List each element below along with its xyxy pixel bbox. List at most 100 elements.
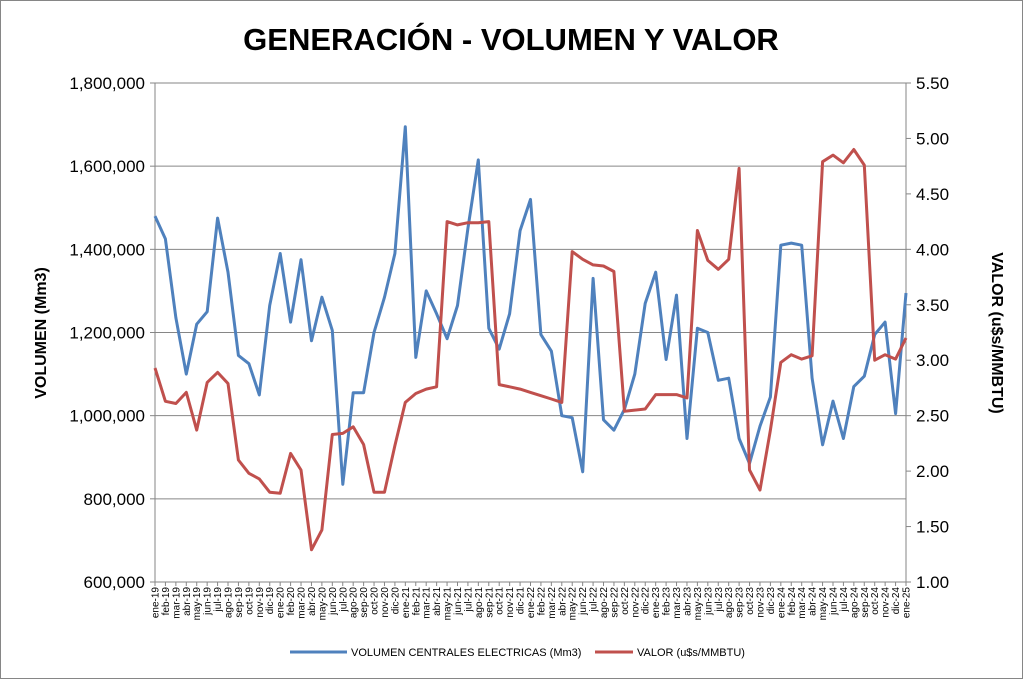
x-tick-label: feb-24 xyxy=(787,587,798,616)
x-tick-label: jun-20 xyxy=(328,587,339,616)
x-tick-label: nov-22 xyxy=(630,587,641,618)
x-tick-label: oct-23 xyxy=(745,587,756,615)
y2-tick-label: 5.00 xyxy=(916,129,949,148)
y2-tick-label: 3.00 xyxy=(916,351,949,370)
x-tick-label: jun-22 xyxy=(578,587,589,616)
x-tick-label: feb-19 xyxy=(161,587,172,616)
x-tick-label: dic-21 xyxy=(516,587,527,615)
y2-axis-title: VALOR (u$s/MMBTU) xyxy=(988,252,1005,413)
y-tick-label: 1,800,000 xyxy=(69,74,145,93)
x-tick-label: abr-20 xyxy=(307,587,318,616)
x-tick-label: ago-22 xyxy=(599,587,610,619)
x-tick-label: jul-24 xyxy=(839,587,850,613)
x-tick-label: oct-24 xyxy=(870,587,881,615)
gridlines xyxy=(155,82,906,500)
x-tick-label: nov-20 xyxy=(380,587,391,618)
y-tick-label: 600,000 xyxy=(84,573,145,592)
x-tick-label: oct-20 xyxy=(370,587,381,615)
x-tick-label: may-22 xyxy=(568,587,579,621)
y-tick-label: 1,600,000 xyxy=(69,157,145,176)
y-tick-label: 1,400,000 xyxy=(69,240,145,259)
x-tick-label: mar-24 xyxy=(797,587,808,619)
y-tick-label: 1,200,000 xyxy=(69,324,145,343)
y2-tick-label: 1.00 xyxy=(916,573,949,592)
legend-label-1: VOLUMEN CENTRALES ELECTRICAS (Mm3) xyxy=(351,647,581,659)
x-tick-label: may-23 xyxy=(693,587,704,621)
y2-tick-label: 5.50 xyxy=(916,74,949,93)
x-tick-label: jun-24 xyxy=(828,587,839,616)
x-tick-label: jul-21 xyxy=(463,587,474,613)
x-tick-label: mar-19 xyxy=(171,587,182,619)
x-tick-label: ago-23 xyxy=(724,587,735,619)
x-tick-label: dic-23 xyxy=(766,587,777,615)
x-tick-label: mar-21 xyxy=(422,587,433,619)
x-tick-labels: ene-19 feb-19 mar-19 abr-19 may-19 jun-19 jul-… xyxy=(151,587,913,621)
x-tick-label: ene-19 xyxy=(151,587,162,619)
x-tick-label: mar-23 xyxy=(672,587,683,619)
x-tick-label: jun-19 xyxy=(203,587,214,616)
x-tick-label: ago-20 xyxy=(349,587,360,619)
y2-tick-label: 2.50 xyxy=(916,407,949,426)
x-tick-label: feb-22 xyxy=(536,587,547,616)
x-tick-label: ago-24 xyxy=(849,587,860,619)
x-tick-label: may-21 xyxy=(443,587,454,621)
x-tick-label: may-19 xyxy=(192,587,203,621)
x-tick-label: ene-21 xyxy=(401,587,412,619)
x-tick-label: dic-20 xyxy=(390,587,401,615)
x-tick-label: abr-19 xyxy=(182,587,193,616)
series-line-2 xyxy=(153,148,908,552)
x-tick-label: sep-22 xyxy=(609,587,620,618)
x-tick-label: nov-19 xyxy=(255,587,266,618)
x-tick-label: feb-21 xyxy=(411,587,422,616)
y2-tick-label: 4.50 xyxy=(916,185,949,204)
x-tick-label: abr-23 xyxy=(682,587,693,616)
y-tick-label: 1,000,000 xyxy=(69,407,145,426)
y-tick-label: 800,000 xyxy=(84,490,145,509)
y-axis-title: VOLUMEN (Mm3) xyxy=(33,267,50,399)
x-tick-label: ago-19 xyxy=(224,587,235,619)
chart-title: GENERACIÓN - VOLUMEN Y VALOR xyxy=(243,21,779,57)
x-tick-label: dic-19 xyxy=(265,587,276,615)
x-tick-label: jul-19 xyxy=(213,587,224,613)
x-tick-label: abr-21 xyxy=(432,587,443,616)
x-tick-label: sep-19 xyxy=(234,587,245,618)
axes xyxy=(150,82,911,586)
y2-tick-label: 3.50 xyxy=(916,296,949,315)
x-tick-label: sep-23 xyxy=(735,587,746,618)
x-tick-label: jul-20 xyxy=(338,587,349,613)
x-tick-label: jun-23 xyxy=(703,587,714,616)
x-tick-label: sep-24 xyxy=(860,587,871,618)
x-tick-label: feb-23 xyxy=(662,587,673,616)
x-tick-label: may-20 xyxy=(317,587,328,621)
x-tick-label: dic-22 xyxy=(641,587,652,615)
x-tick-label: oct-21 xyxy=(495,587,506,615)
x-tick-label: oct-22 xyxy=(620,587,631,615)
x-tick-label: sep-20 xyxy=(359,587,370,618)
x-tick-label: ene-23 xyxy=(651,587,662,619)
y2-tick-label: 2.00 xyxy=(916,462,949,481)
y2-tick-labels: 1.00 1.50 2.00 2.50 3.00 3.50 4.00 4.50 5.00 5.50 xyxy=(916,74,949,592)
x-tick-label: sep-21 xyxy=(484,587,495,618)
x-tick-label: jul-23 xyxy=(714,587,725,613)
x-tick-label: abr-24 xyxy=(808,587,819,616)
legend: VOLUMEN CENTRALES ELECTRICAS (Mm3) VALOR … xyxy=(290,647,745,659)
x-tick-label: jul-22 xyxy=(589,587,600,613)
y2-tick-label: 4.00 xyxy=(916,240,949,259)
x-tick-label: ago-21 xyxy=(474,587,485,619)
legend-label-2: VALOR (u$s/MMBTU) xyxy=(637,647,745,659)
x-tick-label: ene-25 xyxy=(902,587,913,619)
x-tick-label: oct-19 xyxy=(244,587,255,615)
x-tick-label: nov-23 xyxy=(755,587,766,618)
x-tick-label: jun-21 xyxy=(453,587,464,616)
x-tick-label: mar-22 xyxy=(547,587,558,619)
x-tick-label: nov-21 xyxy=(505,587,516,618)
x-tick-label: dic-24 xyxy=(891,587,902,615)
series-lines xyxy=(153,125,908,552)
x-tick-label: mar-20 xyxy=(297,587,308,619)
x-tick-label: feb-20 xyxy=(286,587,297,616)
y-tick-labels: 600,000 800,000 1,000,000 1,200,000 1,400,00… xyxy=(69,74,145,592)
x-tick-label: abr-22 xyxy=(557,587,568,616)
x-tick-label: ene-24 xyxy=(776,587,787,619)
